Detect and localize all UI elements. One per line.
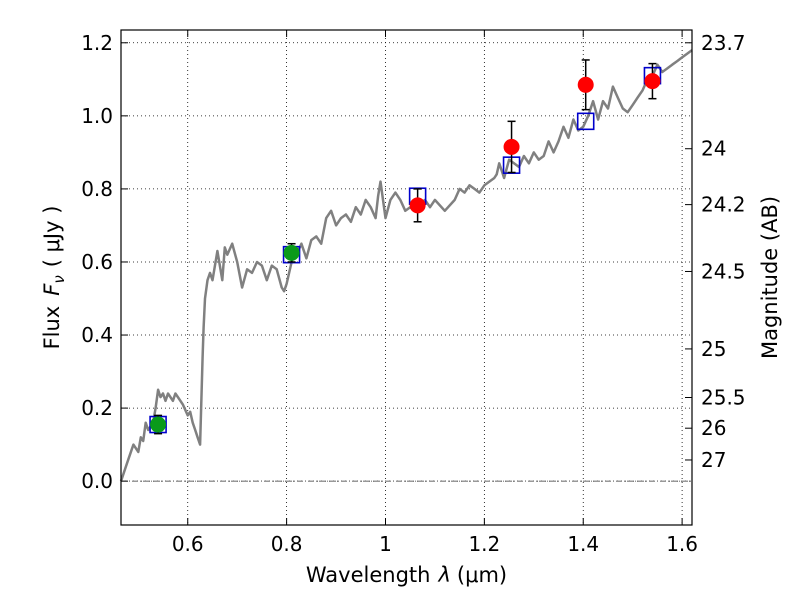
- y2-tick-label-0: 23.7: [701, 31, 746, 55]
- x-tick-label-2: 1: [379, 532, 392, 556]
- y2-tick-label-5: 25.5: [701, 386, 746, 410]
- x-axis-title: Wavelength λ (μm): [306, 563, 507, 587]
- observed-point-0-0: [150, 416, 167, 433]
- y2-tick-label-3: 24.5: [701, 259, 746, 283]
- y-tick-label-5: 1.0: [81, 104, 113, 128]
- x-tick-label-5: 1.6: [666, 532, 698, 556]
- y2-tick-label-4: 25: [701, 337, 726, 361]
- y2-tick-label-6: 26: [701, 416, 726, 440]
- x-tick-label-1: 0.8: [271, 532, 303, 556]
- x-tick-label-4: 1.4: [567, 532, 599, 556]
- y-tick-label-1: 0.2: [81, 396, 113, 420]
- observed-point-1-0: [409, 197, 426, 214]
- y-tick-label-0: 0.0: [81, 469, 113, 493]
- observed-point-1-3: [644, 73, 661, 90]
- grid-lines: [121, 30, 692, 525]
- observed-point-1-1: [503, 138, 520, 155]
- plot-frame: [120, 29, 693, 526]
- y2-tick-label-1: 24: [701, 137, 726, 161]
- y-axis-title: FluxFν( μJy ): [40, 206, 68, 350]
- x-tick-label-3: 1.2: [468, 532, 500, 556]
- y-tick-label-2: 0.4: [81, 323, 113, 347]
- data-markers: [149, 59, 662, 435]
- y-tick-label-4: 0.8: [81, 177, 113, 201]
- x-tick-label-0: 0.6: [172, 532, 204, 556]
- y-tick-label-6: 1.2: [81, 31, 113, 55]
- model-photometry-square-4: [576, 112, 595, 131]
- y-tick-label-3: 0.6: [81, 250, 113, 274]
- y2-tick-label-7: 27: [701, 448, 726, 472]
- y2-tick-label-2: 24.2: [701, 193, 746, 217]
- y2-axis-title: Magnitude (AB): [758, 196, 782, 359]
- axis-ticks: 0.6 0.8 1 1.2 1.4 1.6 0.0 0.2 0.4 0.6 0.8 1.0 1.2 23.…: [81, 30, 746, 556]
- model-spectrum-line: [119, 49, 693, 482]
- observed-point-1-2: [577, 76, 594, 93]
- observed-point-0-1: [283, 244, 300, 261]
